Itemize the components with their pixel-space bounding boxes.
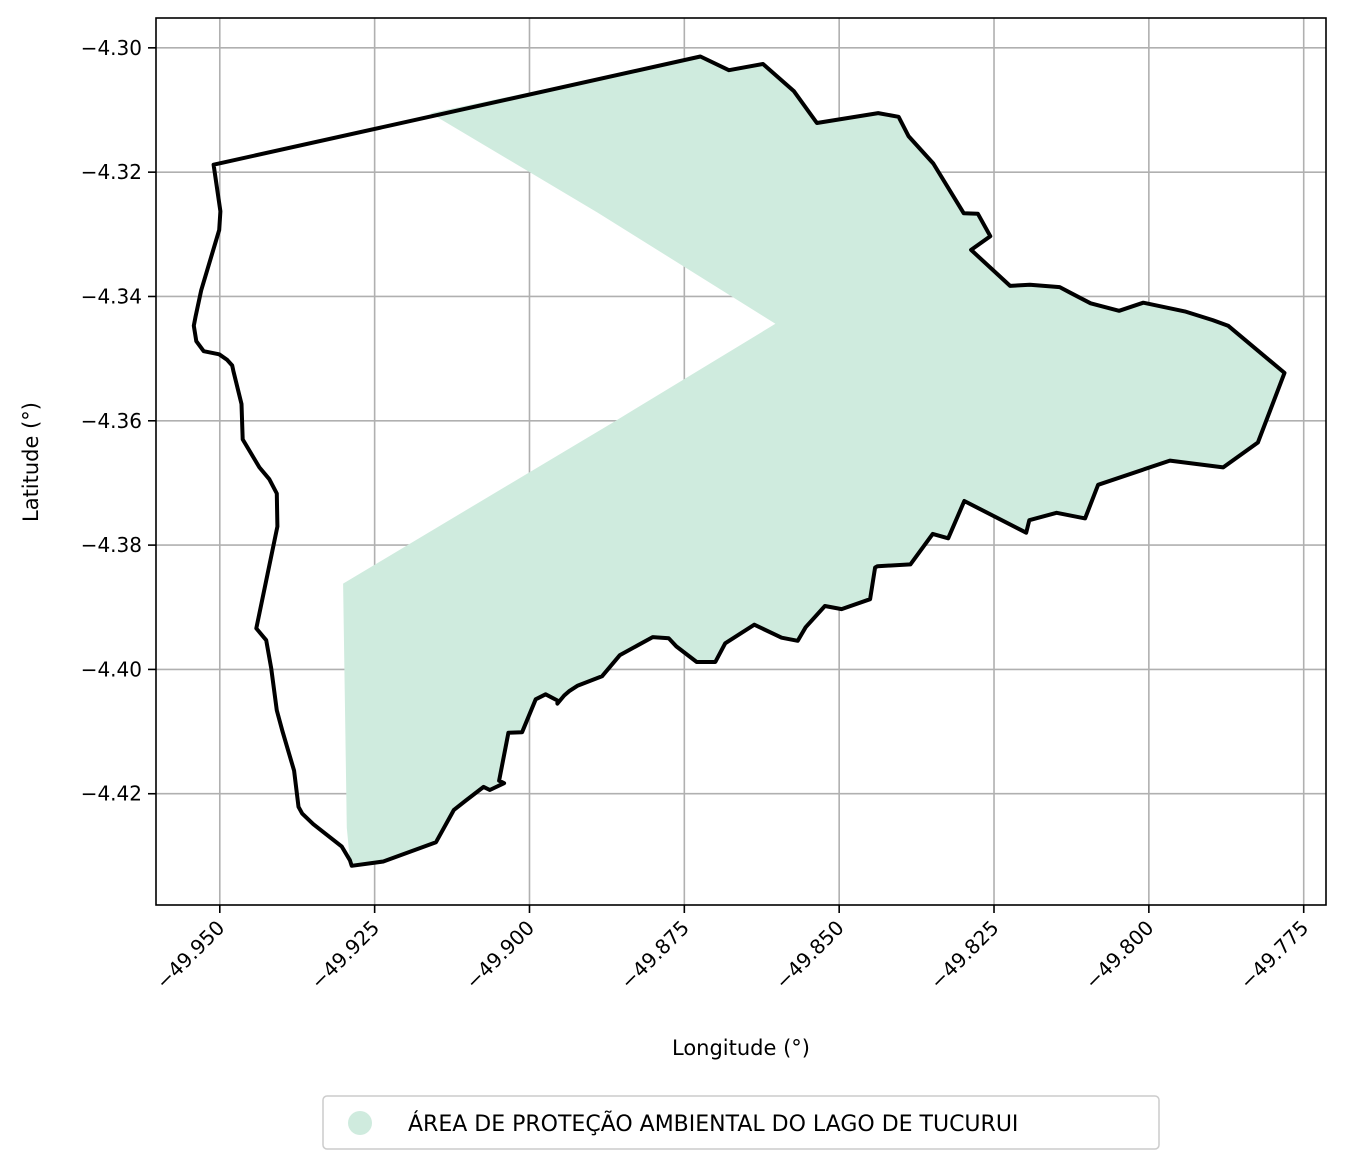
x-tick-label: −49.775: [1235, 916, 1313, 994]
legend-frame: [322, 1095, 1160, 1150]
legend-label: ÁREA DE PROTEÇÃO AMBIENTAL DO LAGO DE TU…: [408, 1110, 1018, 1137]
x-tick-label: −49.950: [151, 916, 229, 994]
x-tick-label: −49.800: [1080, 916, 1158, 994]
y-tick-label: −4.34: [81, 284, 142, 308]
plot-frame: [155, 17, 1327, 906]
boundary-outline: [191, 54, 1287, 868]
x-tick-label: −49.850: [770, 916, 848, 994]
y-tick-label: −4.42: [81, 782, 142, 806]
protected-area-fill: [343, 56, 1285, 866]
legend-marker: [348, 1111, 372, 1135]
legend: ÁREA DE PROTEÇÃO AMBIENTAL DO LAGO DE TU…: [322, 1095, 1160, 1150]
y-tick-label: −4.32: [81, 160, 142, 184]
y-tick-label: −4.38: [81, 533, 142, 557]
x-tick-label: −49.900: [461, 916, 539, 994]
y-tick-label: −4.40: [81, 657, 142, 681]
x-axis-title: Longitude (°): [672, 1036, 810, 1060]
y-axis-title: Latitude (°): [19, 402, 43, 522]
protected-area-polygon: [343, 56, 1285, 866]
x-tick-label: −49.875: [616, 916, 694, 994]
x-tick-label: −49.925: [306, 916, 384, 994]
y-tick-label: −4.36: [81, 409, 142, 433]
x-tick-label: −49.825: [925, 916, 1003, 994]
y-axis-ticks: −4.30 −4.32 −4.34 −4.36 −4.38 −4.40 −4.42: [81, 36, 156, 806]
y-tick-label: −4.30: [81, 36, 142, 60]
x-axis-ticks: −49.950 −49.925 −49.900 −49.875 −49.850 −49.8…: [151, 905, 1313, 994]
area-boundary: [191, 54, 1287, 868]
